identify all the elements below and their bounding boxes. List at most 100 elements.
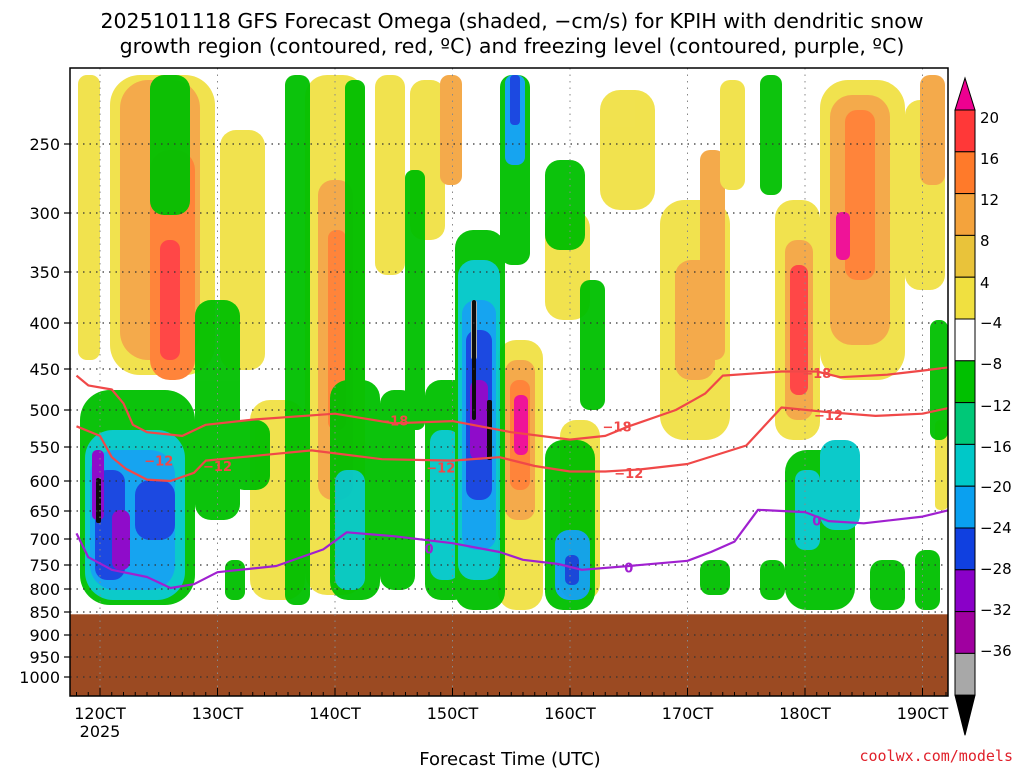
colorbar-box (954, 402, 976, 445)
omega-cell (565, 555, 579, 585)
colorbar-box (954, 569, 976, 613)
omega-cell (600, 90, 655, 210)
omega-cell (405, 170, 425, 430)
colorbar-label: 20 (980, 109, 999, 127)
colorbar-box (954, 652, 976, 696)
colorbar-label: 12 (980, 191, 999, 209)
omega-cell (345, 80, 365, 410)
y-tick-label: 450 (29, 360, 60, 379)
x-tick-label: 190CT (897, 704, 949, 723)
colorbar-label: 8 (980, 232, 990, 250)
omega-cell (96, 478, 101, 523)
y-tick-label: 700 (29, 530, 60, 549)
contour-line (75, 508, 948, 590)
y-tick-label: 300 (29, 204, 60, 223)
omega-cell (790, 265, 808, 395)
y-tick-label: 800 (29, 580, 60, 599)
omega-cell (700, 150, 725, 360)
colorbar-label: −28 (980, 560, 1012, 578)
y-tick-label: 400 (29, 314, 60, 333)
colorbar-box (954, 611, 976, 654)
contour-line (75, 366, 948, 441)
y-tick-label: 250 (29, 135, 60, 154)
omega-shading (78, 75, 948, 610)
colorbar-box (954, 443, 976, 487)
colorbar-box (954, 151, 976, 195)
omega-cell (935, 420, 948, 510)
colorbar-label: −16 (980, 438, 1012, 456)
omega-cell (78, 75, 100, 360)
colorbar-box (954, 193, 976, 236)
contour-label: −18 (802, 367, 831, 382)
omega-cell (580, 280, 605, 410)
omega-cool-shading (80, 75, 948, 610)
chart-title-line2: growth region (contoured, red, ºC) and f… (120, 34, 905, 58)
omega-cell (760, 75, 782, 195)
omega-cell (375, 75, 405, 275)
x-tick-label: 150CT (427, 704, 479, 723)
omega-cell (795, 470, 820, 550)
omega-cell (820, 440, 860, 530)
omega-cell (230, 420, 270, 490)
contour-label: −12 (614, 467, 643, 482)
x-axis-year-label: 2025 (80, 722, 121, 741)
omega-cell (930, 320, 948, 440)
contour-label: −18 (379, 414, 408, 429)
omega-cell (328, 230, 346, 430)
omega-cell (720, 80, 745, 190)
omega-cell (335, 470, 365, 590)
colorbar-box (954, 109, 976, 153)
contour-label: −12 (203, 460, 232, 475)
y-tick-label: 350 (29, 263, 60, 282)
contour-label: −18 (603, 420, 632, 435)
contour-label: 0 (812, 515, 821, 530)
omega-cell (380, 390, 415, 590)
y-tick-label: 1000 (19, 668, 60, 687)
omega-cell (225, 560, 245, 600)
omega-cell (285, 75, 310, 605)
y-tick-label: 850 (29, 603, 60, 622)
omega-cell (845, 110, 875, 280)
colorbar-box (954, 527, 976, 571)
colorbar-label: −32 (980, 601, 1012, 619)
y-tick-label: 900 (29, 626, 60, 645)
omega-cell (472, 300, 476, 420)
contour-line (76, 406, 948, 483)
colorbar-label: −8 (980, 355, 1002, 373)
grid-lines (70, 68, 948, 696)
y-axis: 250 300 350 400 450 500 550 600 650 700 750 800 850 9… (19, 135, 70, 687)
omega-cell (440, 75, 462, 185)
omega-cell (920, 75, 945, 185)
omega-cell (760, 560, 785, 600)
colorbar-box (954, 485, 976, 529)
omega-cell (915, 550, 940, 610)
x-tick-label: 120CT (74, 704, 126, 723)
x-axis-title: Forecast Time (UTC) (419, 749, 600, 768)
colorbar-label: −20 (980, 478, 1012, 496)
x-tick-label: 140CT (309, 704, 361, 723)
y-tick-label: 750 (29, 556, 60, 575)
colorbar: 20 16 12 8 4 −4 −8 −12 −16 −20 −24 −28 −32 −36 (954, 76, 1012, 736)
x-tick-label: 160CT (544, 704, 596, 723)
y-tick-label: 650 (29, 502, 60, 521)
colorbar-label: −4 (980, 314, 1002, 332)
omega-cell (700, 560, 730, 595)
colorbar-bottom-arrow (954, 694, 976, 736)
colorbar-label: 4 (980, 274, 990, 292)
omega-cell (870, 560, 905, 610)
contour-label: −12 (144, 455, 173, 470)
plot-frame (69, 67, 949, 697)
ground (70, 614, 948, 696)
colorbar-box (954, 276, 976, 320)
omega-cell (135, 480, 175, 540)
colorbar-box (954, 360, 976, 404)
credit-text: coolwx.com/models (859, 747, 1013, 765)
colorbar-box (954, 234, 976, 278)
colorbar-label: −12 (980, 397, 1012, 415)
omega-cell (195, 300, 240, 520)
contour-label: −12 (814, 409, 843, 424)
colorbar-box (954, 318, 976, 362)
y-tick-label: 950 (29, 648, 60, 667)
omega-cell (545, 160, 585, 250)
